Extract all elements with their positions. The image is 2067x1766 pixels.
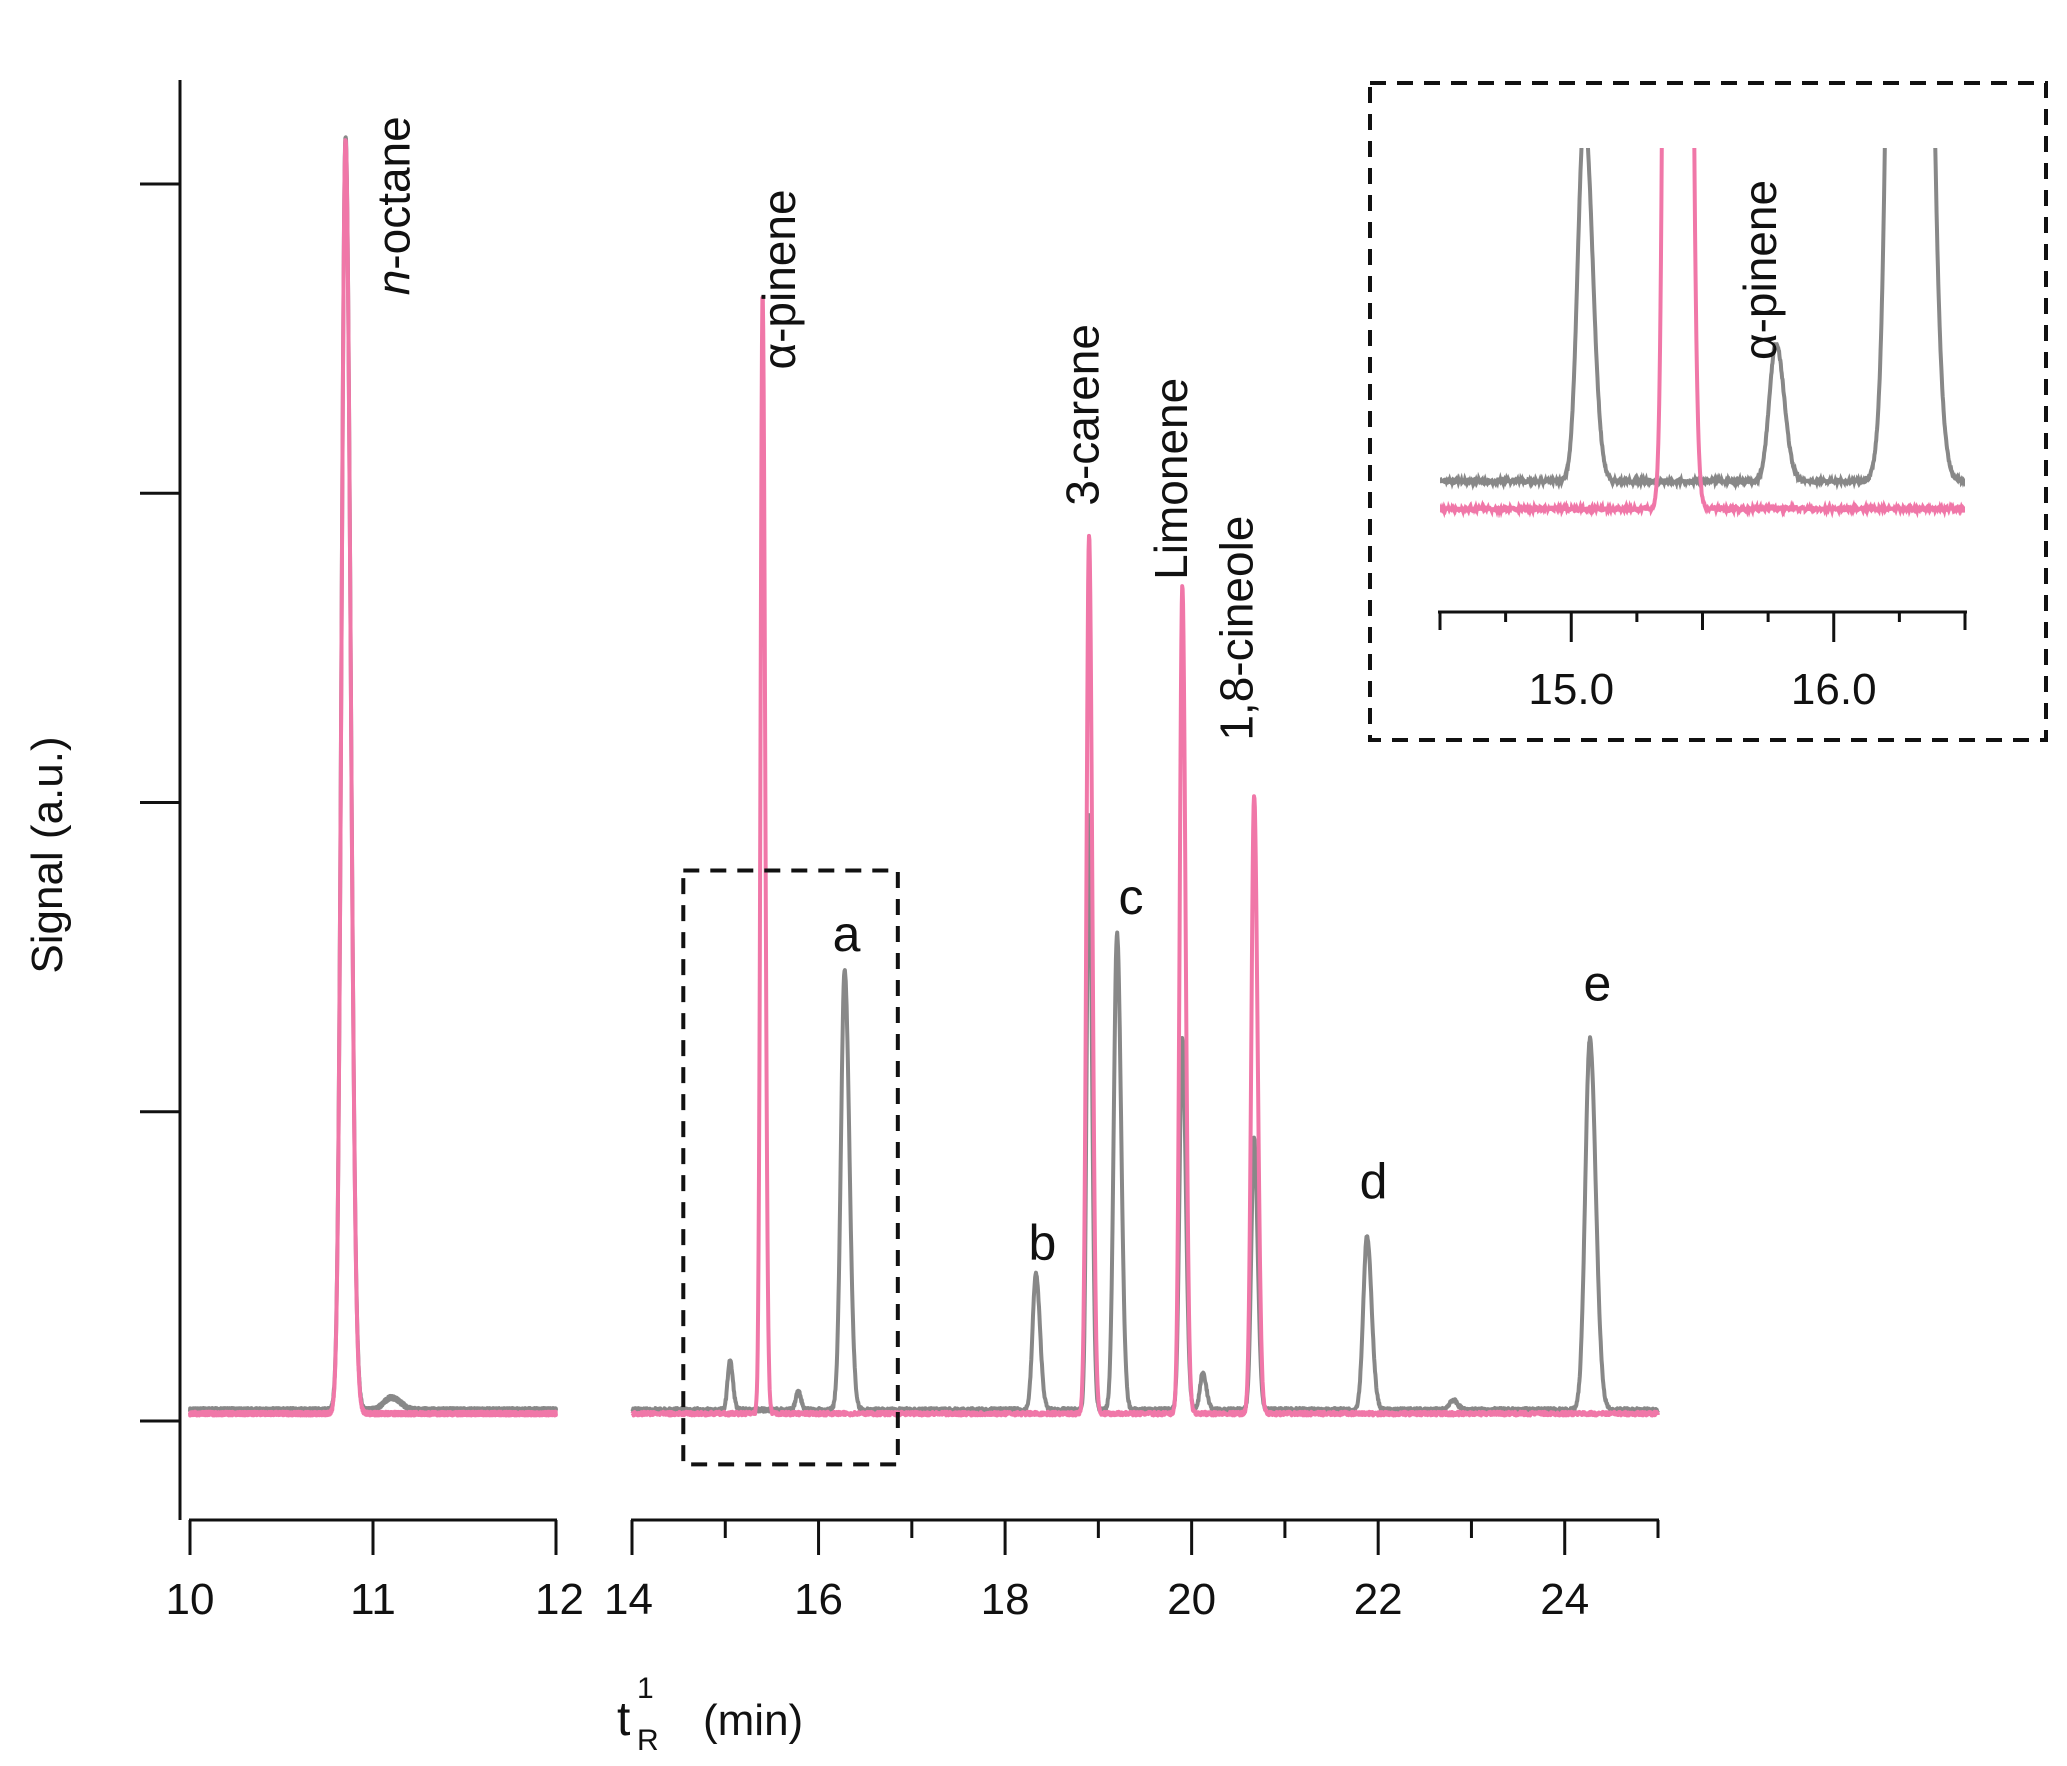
inset-plot: 15.0 16.0 α-pinene: [1368, 81, 2048, 742]
peak-label-n-octane: n-octane: [368, 116, 420, 295]
peak-label-limonene: Limonene: [1145, 378, 1197, 580]
peak-label-prefix: n: [368, 270, 420, 296]
x-tick-label-22: 22: [1354, 1575, 1403, 1624]
x-axis-title-subscript: R: [637, 1724, 659, 1757]
x-tick-label-24: 24: [1540, 1575, 1589, 1624]
x-tick-label-10: 10: [166, 1575, 215, 1624]
x-axis-title-superscript: 1: [637, 1672, 654, 1705]
x-tick-label-16: 16: [794, 1575, 843, 1624]
peak-label-rest: -octane: [368, 116, 420, 269]
series-line-pink-segment-1: [188, 138, 558, 1418]
x-tick-label-12: 12: [535, 1575, 584, 1624]
annotation-layer: n-octane α-pinene 3-carene Limonene1,8-cine…: [368, 116, 1611, 1467]
peak-label-pinene: α-pinene: [753, 189, 805, 369]
series-line-pink-segment-2: [630, 295, 1660, 1418]
peak-label-1-8-cineole: 1,8-cineole: [1210, 516, 1262, 741]
inset-peak-label-alpha-pinene: α-pinene: [1734, 180, 1786, 360]
main-plot: n-octane α-pinene 3-carene Limonene1,8-cine…: [140, 80, 1660, 1624]
inset-tick-label-16: 16.0: [1791, 665, 1877, 714]
inset-tick-label-15: 15.0: [1528, 665, 1614, 714]
peak-letter-e: e: [1583, 955, 1611, 1011]
series-layer: [188, 135, 1660, 1418]
peak-letter-d: d: [1360, 1153, 1388, 1209]
x-axis-title-main: t: [617, 1693, 630, 1746]
peak-letter-a: a: [833, 906, 861, 962]
inset-series-layer: [1440, 148, 1965, 519]
inset-series-line-pink: [1440, 148, 1965, 519]
zoom-region-box: [681, 868, 900, 1467]
x-tick-label-18: 18: [981, 1575, 1030, 1624]
x-axis-title: t 1 R (min): [617, 1672, 803, 1757]
inset-frame: [1368, 81, 2048, 742]
x-tick-label-20: 20: [1167, 1575, 1216, 1624]
x-tick-label-11: 11: [350, 1575, 396, 1624]
y-axis-title: Signal (a.u.): [23, 736, 72, 973]
peak-letter-b: b: [1028, 1215, 1056, 1271]
axes-layer: 10 11 12 14 16 18 20 22 24: [140, 80, 1660, 1624]
peak-label-3-carene: 3-carene: [1056, 324, 1108, 506]
series-line-gray-segment-2: [630, 813, 1660, 1414]
x-tick-label-14: 14: [604, 1575, 653, 1624]
x-axis-title-unit: (min): [703, 1696, 803, 1745]
series-line-gray-segment-1: [188, 135, 558, 1414]
peak-letter-c: c: [1119, 869, 1144, 925]
